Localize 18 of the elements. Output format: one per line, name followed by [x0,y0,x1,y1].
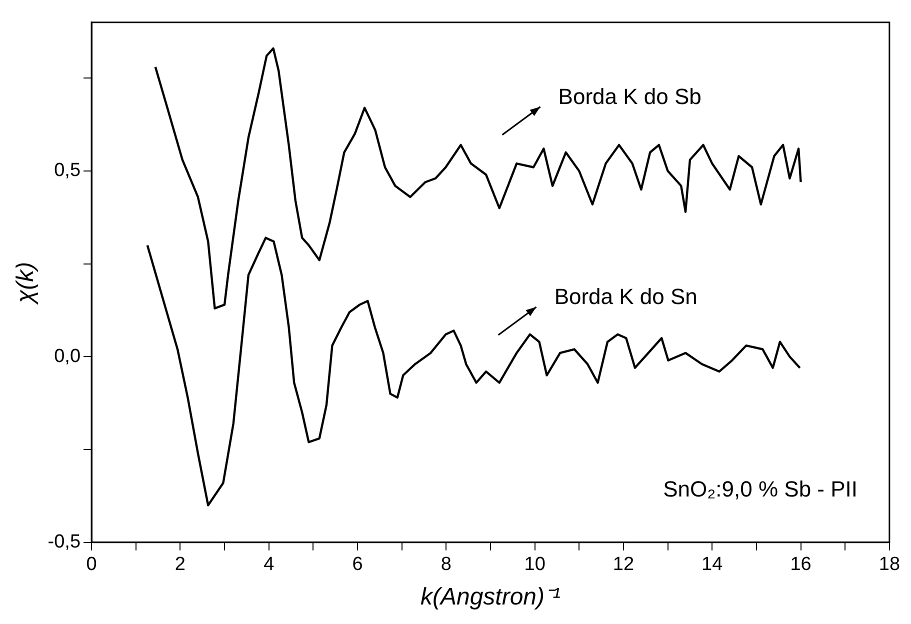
y-tick-label: -0,5 [48,532,81,553]
x-tick-label: 16 [790,554,812,576]
x-tick-label: 8 [440,554,452,576]
x-tick-label: 12 [612,554,634,576]
x-tick-label: 18 [878,554,900,576]
x-tick-label: 10 [524,554,546,576]
x-tick-label: 14 [702,554,724,576]
y-tick-label: 0,5 [54,160,81,182]
y-tick-label: 0,0 [54,346,81,367]
x-tick-label: 2 [174,554,186,576]
annotation: Borda K do Sb [558,84,702,109]
annotation: Borda K do Sn [554,284,698,310]
x-axis-title: k(Angstron)⁻¹ [420,583,561,610]
annotation: SnO₂:9,0 % Sb - PII [663,476,858,502]
y-axis-title: χ(k) [12,262,40,305]
x-tick-label: 0 [86,554,97,576]
x-tick-label: 4 [264,554,275,576]
x-tick-label: 6 [352,554,363,576]
